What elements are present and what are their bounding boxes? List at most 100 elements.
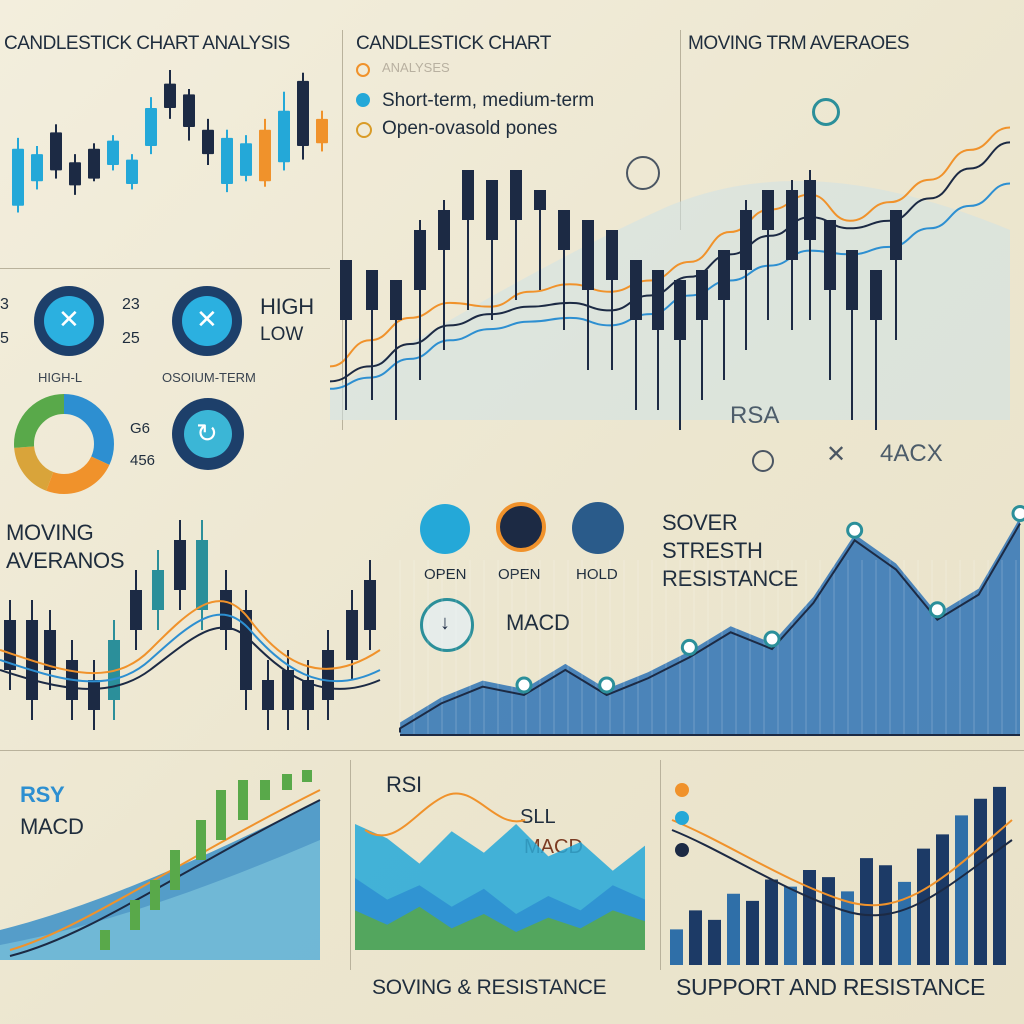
background-area — [330, 181, 1010, 420]
candle-body — [414, 230, 426, 290]
candle-body — [107, 140, 119, 165]
moving-average-line — [0, 600, 381, 675]
trend-line — [9, 799, 321, 957]
icon-label: HOLD — [576, 566, 618, 583]
candle-body — [824, 220, 836, 290]
candle-body — [804, 180, 816, 240]
marker-dot — [515, 676, 533, 694]
marker-dot — [680, 638, 698, 656]
candle-body — [88, 680, 100, 710]
down-arrow-icon[interactable] — [420, 598, 474, 652]
candle-body — [846, 250, 858, 310]
legend-marker-orange — [356, 63, 370, 77]
bar — [784, 886, 797, 965]
candle-body — [50, 132, 62, 171]
close-icon: ✕ — [826, 441, 847, 468]
candle-body — [278, 110, 290, 163]
title-candlestick-analysis: CANDLESTICK CHART ANALYSIS — [4, 33, 290, 54]
candlestick-chart — [12, 70, 328, 213]
candle-body — [606, 230, 618, 280]
candle-body — [282, 670, 294, 710]
moving-average-chart — [329, 126, 1011, 430]
candle-body — [216, 790, 226, 840]
candle-body — [740, 210, 752, 270]
acx-label: 4ACX — [880, 440, 943, 467]
hold-icon[interactable] — [572, 502, 624, 554]
bar — [936, 834, 949, 965]
moving-average-line — [0, 613, 381, 683]
candle-body — [152, 570, 164, 610]
bar — [708, 919, 721, 965]
legend-marker-gold — [356, 122, 372, 138]
moving-label: AVERANOS — [6, 548, 125, 573]
open-icon[interactable] — [420, 504, 470, 554]
close-icon: ✕ — [196, 304, 218, 334]
down-arrow-glyph: ↓ — [440, 612, 450, 634]
candle-body — [259, 129, 271, 182]
candle-body — [196, 540, 208, 610]
candle-body — [510, 170, 522, 220]
marker-dot — [846, 521, 864, 539]
bar — [765, 879, 778, 965]
bottom-title-right: SUPPORT AND RESISTANCE — [676, 974, 986, 1000]
candle-body — [316, 118, 328, 144]
target-icon — [626, 156, 660, 190]
candlestick-chart-lower — [0, 520, 381, 730]
stat-caption: OSOIUM-TERM — [162, 370, 256, 385]
candle-body — [718, 250, 730, 300]
strength-label: RESISTANCE — [662, 566, 798, 591]
rsy-label: RSY — [20, 782, 65, 807]
bar — [860, 858, 873, 965]
legend-dot — [675, 811, 689, 825]
edge-number: 3 — [0, 296, 9, 313]
candle-body — [260, 780, 270, 800]
moving-label: MOVING — [6, 520, 94, 545]
area-fill — [355, 906, 645, 950]
bar — [974, 798, 987, 965]
bar — [955, 815, 968, 965]
candle-body — [346, 610, 358, 660]
candle-body — [302, 680, 314, 710]
close-icon: ✕ — [58, 304, 80, 334]
moving-average-line — [0, 626, 381, 690]
open-icon[interactable] — [496, 502, 546, 552]
candle-body — [282, 774, 292, 790]
marker-dot — [763, 630, 781, 648]
candle-body — [170, 850, 180, 890]
candle-body — [220, 590, 232, 630]
macd-label: MACD — [506, 610, 570, 635]
candle-body — [534, 190, 546, 210]
stat-number: 25 — [122, 330, 140, 347]
divider — [680, 30, 681, 230]
marker-dot — [1011, 505, 1024, 523]
area-line — [399, 523, 1021, 733]
candle-body — [69, 162, 81, 186]
candle-body — [297, 80, 309, 146]
candle-body — [462, 170, 474, 220]
donut-chart — [14, 394, 114, 494]
stat-dial-inner — [44, 296, 94, 346]
area-fill — [400, 517, 1020, 735]
candle-body — [202, 129, 214, 155]
low-label: LOW — [260, 324, 304, 345]
candle-body — [322, 650, 334, 700]
candle-body — [130, 590, 142, 630]
candle-body — [364, 580, 376, 630]
candle-body — [88, 148, 100, 179]
candle-body — [126, 159, 138, 184]
target-icon — [812, 98, 840, 126]
trend-line — [671, 819, 1013, 907]
candle-body — [240, 143, 252, 176]
candle-body — [438, 210, 450, 250]
rsa-label: RSA — [730, 402, 780, 429]
marker-dot — [928, 601, 946, 619]
title-moving-averages: MOVING TRM AVERAOES — [688, 33, 910, 54]
bar — [727, 893, 740, 965]
legend-marker-blue — [356, 93, 370, 107]
legend-item-open-oversold: Open-ovasold pones — [382, 118, 558, 139]
candle-body — [890, 210, 902, 260]
bar — [993, 786, 1006, 965]
title-candlestick-chart: CANDLESTICK CHART — [356, 33, 551, 54]
target-icon — [752, 450, 774, 472]
